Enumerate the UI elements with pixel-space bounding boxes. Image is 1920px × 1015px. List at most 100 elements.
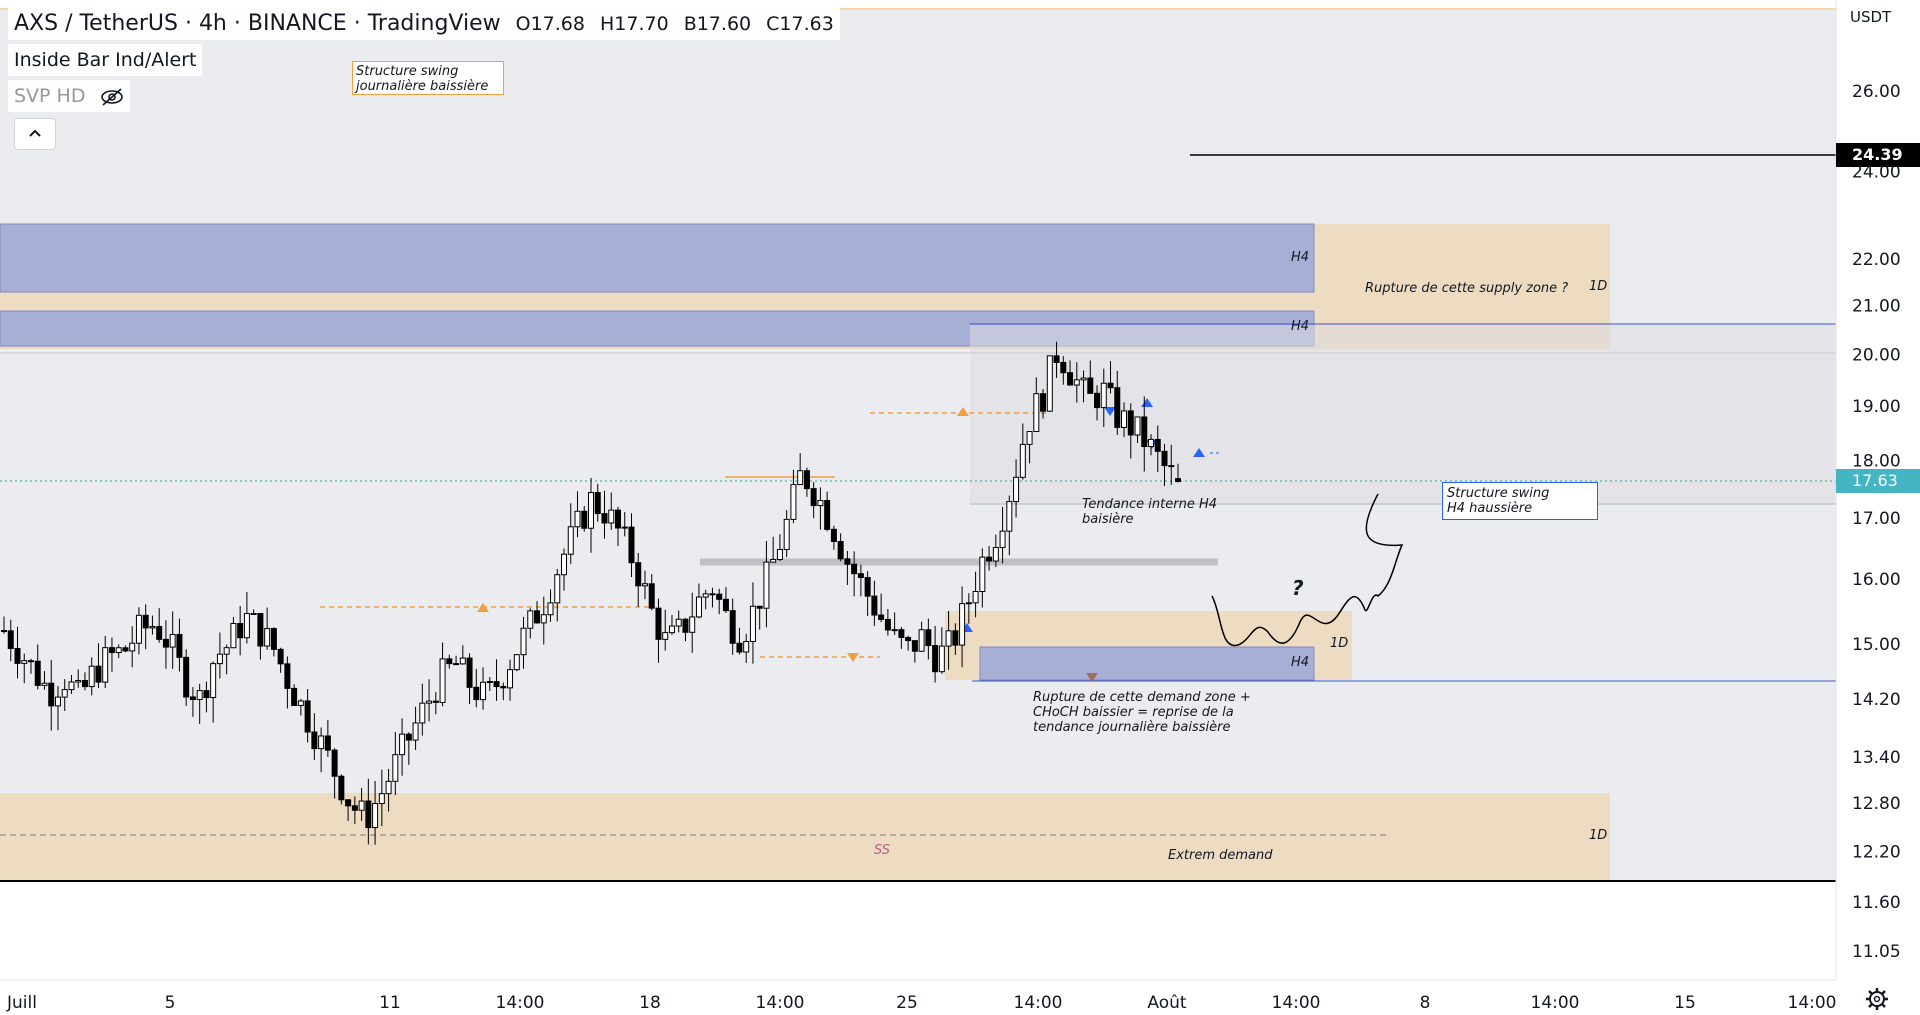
candle-bear <box>365 800 372 829</box>
separator: · <box>353 11 368 36</box>
candle-bear <box>183 656 190 698</box>
annotation-swing-h4[interactable]: Structure swing H4 haussière <box>1442 482 1598 520</box>
zone-label-h4-1: H4 <box>1291 250 1310 265</box>
candle-bull <box>513 654 520 671</box>
candle-bear <box>803 470 810 490</box>
candle-bear <box>534 610 541 624</box>
collapse-legend-button[interactable] <box>14 118 56 150</box>
separator: · <box>184 11 199 36</box>
candle-bull <box>412 722 419 741</box>
candle-bear <box>864 576 871 597</box>
svp-legend[interactable]: SVP HD <box>8 80 130 112</box>
candle-bull <box>790 484 797 520</box>
candle-bull <box>554 574 561 604</box>
candle-bear <box>830 528 837 543</box>
candle-bull <box>588 492 594 529</box>
indicator-legend[interactable]: Inside Bar Ind/Alert <box>8 44 203 76</box>
price-label: 11.05 <box>1852 942 1901 962</box>
annotation-demand-break-line-3: tendance journalière baissière <box>1033 720 1231 735</box>
candle-bear <box>324 735 331 751</box>
eye-off-icon[interactable] <box>100 87 124 106</box>
price-label: 13.40 <box>1852 748 1901 768</box>
close-value: C17.63 <box>766 13 834 35</box>
h4-demand-zone <box>979 646 1315 681</box>
candle-bear <box>878 614 885 620</box>
annotation-question[interactable]: ? <box>1292 576 1304 600</box>
zone-label-1d-2: 1D <box>1330 636 1349 651</box>
candle-bull <box>41 682 48 686</box>
brown-down-triangle <box>1086 673 1098 682</box>
candle-bull <box>21 660 28 664</box>
candle-bear <box>108 647 115 654</box>
candle-bear <box>122 647 129 652</box>
annotation-internal-trend[interactable]: Tendance interne H4 baisière <box>1082 497 1217 527</box>
candle-bull <box>540 614 547 624</box>
candle-bear <box>682 618 689 633</box>
candle-bull <box>797 470 804 486</box>
symbol-name[interactable]: AXS / TetherUS <box>14 11 178 36</box>
candle-bear <box>1 630 7 633</box>
candle-bear <box>1040 393 1047 412</box>
time-label: 14:00 <box>496 993 545 1013</box>
candle-bear <box>648 583 655 609</box>
high-value: H17.70 <box>600 13 669 35</box>
annotation-swing-daily[interactable]: Structure swing journalière baissière <box>352 61 504 95</box>
candle-bull <box>979 556 986 593</box>
time-label: 25 <box>896 993 918 1013</box>
candle-bear <box>446 658 453 665</box>
annotation-extreme-demand[interactable]: Extrem demand <box>1168 848 1273 863</box>
price-label: 22.00 <box>1852 250 1901 270</box>
candle-bear <box>466 657 473 688</box>
price-label: 21.00 <box>1852 297 1901 317</box>
indicator-name[interactable]: Inside Bar Ind/Alert <box>14 49 197 71</box>
candle-bear <box>311 731 318 750</box>
candle-bear <box>81 680 88 688</box>
candle-bull <box>54 696 61 707</box>
candle-bull <box>770 559 777 563</box>
candle-bull <box>547 602 554 616</box>
candle-bear <box>911 640 918 652</box>
price-label: 19.00 <box>1852 397 1901 417</box>
candle-bear <box>277 648 284 665</box>
candle-bear <box>729 610 736 644</box>
candle-bull <box>1019 443 1026 478</box>
price-label: 12.80 <box>1852 794 1901 814</box>
annotation-demand-break[interactable]: Rupture de cette demand zone + CHoCH bai… <box>1033 690 1251 735</box>
candle-bear <box>628 526 635 564</box>
candle-bear <box>1107 382 1114 389</box>
blue-up-triangle-3 <box>1193 448 1205 457</box>
candle-bear <box>473 686 480 701</box>
candle-bear <box>27 660 34 663</box>
candle-bull <box>891 629 898 632</box>
currency-label[interactable]: USDT <box>1850 8 1892 26</box>
candle-bull <box>392 754 399 782</box>
annotation-ss[interactable]: SS <box>874 843 891 858</box>
candle-bear <box>736 642 743 653</box>
candle-bear <box>1168 465 1175 468</box>
exchange-label: BINANCE <box>247 11 347 36</box>
time-label: 15 <box>1674 993 1696 1013</box>
interval-label[interactable]: 4h <box>198 11 227 36</box>
candle-bear <box>291 687 298 706</box>
price-label: 11.60 <box>1852 893 1901 913</box>
symbol-legend[interactable]: AXS / TetherUS · 4h · BINANCE · TradingV… <box>8 8 840 40</box>
annotation-swing-h4-line-2: H4 haussière <box>1447 501 1533 516</box>
candle-bear <box>237 623 244 639</box>
candle-bull <box>1046 355 1053 412</box>
candle-bull <box>1148 438 1155 448</box>
annotation-supply-break[interactable]: Rupture de cette supply zone ? <box>1365 281 1569 296</box>
svp-name[interactable]: SVP HD <box>14 85 86 107</box>
candle-bull <box>385 780 392 795</box>
candles-group <box>1 341 1181 845</box>
annotation-swing-daily-line-2: journalière baissière <box>356 79 489 94</box>
candle-bear <box>338 775 345 801</box>
candle-bear <box>601 513 608 524</box>
candle-bull <box>695 596 702 618</box>
candle-bull <box>88 665 95 688</box>
gear-icon[interactable] <box>1866 988 1888 1010</box>
price-label: 17.00 <box>1852 509 1901 529</box>
candle-bull <box>561 553 568 576</box>
candle-bear <box>709 593 716 596</box>
candle-bull <box>297 700 304 706</box>
